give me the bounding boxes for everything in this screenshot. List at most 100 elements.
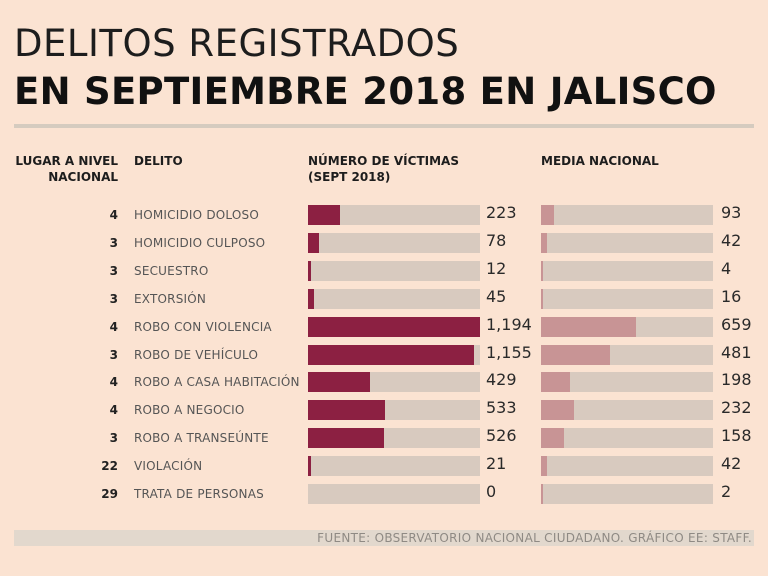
national-bar-track [541, 288, 713, 309]
national-bar [541, 344, 611, 365]
victims-bar-track [308, 344, 480, 365]
national-bar [541, 232, 548, 253]
national-value-label: 198 [721, 370, 752, 390]
rank-label: 4 [109, 319, 118, 334]
national-bar [541, 316, 636, 337]
national-bar [541, 260, 543, 281]
national-value-label: 42 [721, 230, 742, 250]
chart-title-line2: EN SEPTIEMBRE 2018 EN JALISCO [14, 70, 717, 113]
header-rank: LUGAR A NIVEL NACIONAL [14, 153, 118, 185]
source-note: FUENTE: OBSERVATORIO NACIONAL CIUDADANO.… [317, 531, 752, 545]
rank-label: 3 [109, 291, 118, 306]
header-crime: DELITO [134, 154, 183, 168]
rank-label: 3 [109, 235, 118, 250]
national-value-label: 42 [721, 454, 742, 474]
victims-bar-track [308, 316, 480, 337]
category-label: HOMICIDIO CULPOSO [134, 235, 266, 250]
national-value-label: 16 [721, 286, 742, 306]
victims-bar [308, 205, 341, 225]
category-label: ROBO A TRANSEÚNTE [134, 431, 269, 446]
header-victims: NÚMERO DE VÍCTIMAS (SEPT 2018) [308, 153, 508, 185]
victims-value-label: 533 [486, 398, 517, 418]
header-rank-line2: NACIONAL [48, 170, 118, 184]
national-value-label: 2 [721, 482, 732, 501]
rank-label: 3 [109, 431, 118, 446]
victims-value-label: 1,194 [486, 314, 532, 334]
victims-bar [308, 344, 475, 365]
victims-bar [308, 456, 312, 477]
national-bar [541, 400, 575, 421]
victims-value-label: 526 [486, 426, 517, 446]
victims-bar [308, 232, 320, 253]
national-bar-track [541, 456, 713, 477]
category-label: SECUESTRO [134, 263, 209, 278]
national-bar [541, 456, 548, 477]
chart-title-line1: DELITOS REGISTRADOS [14, 22, 460, 65]
national-bar [541, 428, 564, 449]
national-bar-track [541, 344, 713, 365]
rank-label: 3 [109, 347, 118, 362]
category-label: HOMICIDIO DOLOSO [134, 208, 259, 222]
victims-bar [308, 288, 315, 309]
national-bar-track [541, 205, 713, 225]
category-label: TRATA DE PERSONAS [134, 487, 264, 501]
national-value-label: 4 [721, 258, 732, 278]
header-national: MEDIA NACIONAL [541, 154, 659, 168]
title-divider [14, 124, 754, 128]
victims-value-label: 78 [486, 230, 507, 250]
national-value-label: 93 [721, 203, 742, 222]
rank-label: 29 [101, 487, 118, 501]
victims-value-label: 45 [486, 286, 507, 306]
national-bar-track [541, 232, 713, 253]
national-bar-track [541, 372, 713, 393]
national-value-label: 232 [721, 398, 752, 418]
category-label: EXTORSIÓN [134, 291, 207, 306]
national-value-label: 659 [721, 314, 752, 334]
victims-value-label: 0 [486, 482, 497, 501]
victims-value-label: 223 [486, 203, 517, 222]
national-bar-track [541, 484, 713, 504]
category-label: ROBO A NEGOCIO [134, 403, 245, 418]
category-label: ROBO CON VIOLENCIA [134, 319, 272, 334]
victims-value-label: 429 [486, 370, 517, 390]
victims-bar-track [308, 456, 480, 477]
victims-bar-track [308, 428, 480, 449]
victims-value-label: 12 [486, 258, 507, 278]
victims-bar [308, 400, 385, 421]
victims-bar [308, 372, 370, 393]
national-bar [541, 205, 555, 225]
national-bar [541, 372, 570, 393]
victims-bar-track [308, 400, 480, 421]
national-bar-track [541, 428, 713, 449]
rank-label: 4 [109, 375, 118, 390]
national-bar [541, 288, 544, 309]
victims-value-label: 21 [486, 454, 507, 474]
victims-bar-track [308, 232, 480, 253]
category-label: VIOLACIÓN [134, 459, 203, 474]
header-victims-line1: NÚMERO DE VÍCTIMAS [308, 154, 459, 168]
national-bar-track [541, 316, 713, 337]
victims-bar-track [308, 484, 480, 504]
victims-bar [308, 316, 480, 337]
header-victims-line2: (SEPT 2018) [308, 170, 391, 184]
category-label: ROBO DE VEHÍCULO [134, 347, 259, 362]
source-band [14, 530, 754, 546]
rank-label: 22 [101, 459, 118, 474]
national-bar [541, 484, 543, 504]
victims-bar-track [308, 205, 480, 225]
header-rank-line1: LUGAR A NIVEL [15, 154, 118, 168]
national-bar-track [541, 400, 713, 421]
victims-bar-track [308, 260, 480, 281]
victims-bar-track [308, 288, 480, 309]
national-bar-track [541, 260, 713, 281]
victims-bar [308, 428, 384, 449]
victims-bar [308, 260, 311, 281]
victims-value-label: 1,155 [486, 342, 532, 362]
rank-label: 3 [109, 263, 118, 278]
category-label: ROBO A CASA HABITACIÓN [134, 375, 300, 390]
national-value-label: 481 [721, 342, 752, 362]
rank-label: 4 [109, 403, 118, 418]
rank-label: 4 [109, 208, 118, 222]
national-value-label: 158 [721, 426, 752, 446]
